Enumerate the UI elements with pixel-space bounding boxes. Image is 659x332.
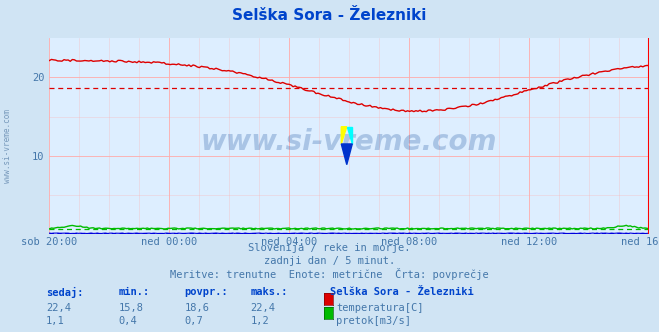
Text: temperatura[C]: temperatura[C] <box>336 303 424 313</box>
Text: 1,2: 1,2 <box>250 316 269 326</box>
Text: povpr.:: povpr.: <box>185 287 228 297</box>
Text: Slovenija / reke in morje.: Slovenija / reke in morje. <box>248 243 411 253</box>
Text: Selška Sora - Železniki: Selška Sora - Železniki <box>233 8 426 23</box>
Text: maks.:: maks.: <box>250 287 288 297</box>
Text: 0,7: 0,7 <box>185 316 203 326</box>
Text: 0,4: 0,4 <box>119 316 137 326</box>
Text: 22,4: 22,4 <box>46 303 71 313</box>
Text: www.si-vreme.com: www.si-vreme.com <box>201 128 498 156</box>
Polygon shape <box>341 127 347 144</box>
Text: pretok[m3/s]: pretok[m3/s] <box>336 316 411 326</box>
Text: Selška Sora - Železniki: Selška Sora - Železniki <box>330 287 473 297</box>
Text: zadnji dan / 5 minut.: zadnji dan / 5 minut. <box>264 256 395 266</box>
Polygon shape <box>341 144 353 165</box>
Text: Meritve: trenutne  Enote: metrične  Črta: povprečje: Meritve: trenutne Enote: metrične Črta: … <box>170 268 489 280</box>
Text: 18,6: 18,6 <box>185 303 210 313</box>
Text: www.si-vreme.com: www.si-vreme.com <box>3 109 13 183</box>
Text: sedaj:: sedaj: <box>46 287 84 298</box>
Text: min.:: min.: <box>119 287 150 297</box>
Polygon shape <box>347 127 353 144</box>
Text: 22,4: 22,4 <box>250 303 275 313</box>
Text: 15,8: 15,8 <box>119 303 144 313</box>
Text: 1,1: 1,1 <box>46 316 65 326</box>
